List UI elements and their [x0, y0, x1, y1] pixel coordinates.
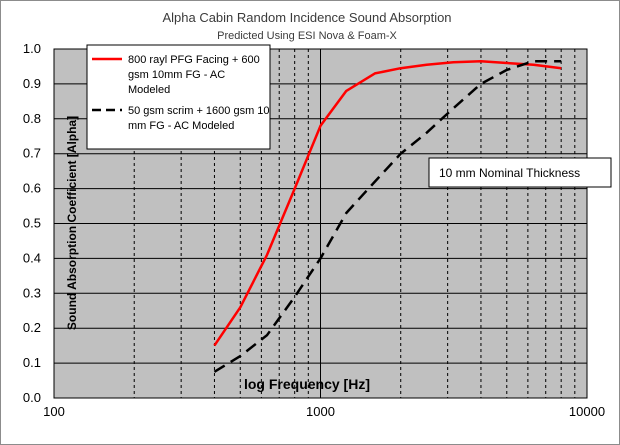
annotation: 10 mm Nominal Thickness [428, 157, 612, 188]
chart-title: Alpha Cabin Random Incidence Sound Absor… [162, 10, 451, 25]
series-line-2 [213, 59, 562, 373]
series-line-1 [213, 59, 562, 347]
y-tick-label: 1.0 [23, 41, 41, 56]
legend-entry-2-line-2: mm FG - AC Modeled [128, 120, 234, 132]
annotation-text: 10 mm Nominal Thickness [439, 166, 580, 180]
y-tick-label: 0.3 [23, 285, 41, 300]
series-layer [213, 59, 562, 373]
y-tick-label: 0.2 [23, 320, 41, 335]
annotation-box [428, 157, 612, 188]
legend-entry-2-line-1: 50 gsm scrim + 1600 gsm 10 [128, 105, 270, 117]
legend-entry-1-line-1: 800 rayl PFG Facing + 600 [128, 54, 260, 66]
x-tick-label: 1000 [306, 404, 335, 419]
x-axis-title: log Frequency [Hz] [244, 376, 370, 392]
x-tick-label: 10000 [569, 404, 605, 419]
y-tick-labels: 0.0 0.1 0.2 0.3 0.4 0.5 0.6 0.7 0.8 0.9 1.0 [23, 41, 41, 405]
y-tick-label: 0.0 [23, 390, 41, 405]
y-tick-label: 0.5 [23, 216, 41, 231]
legend-entry-1-line-2: gsm 10mm FG - AC [128, 69, 225, 81]
x-tick-labels: 100 1000 10000 [43, 404, 605, 419]
x-tick-label: 100 [43, 404, 65, 419]
legend: 800 rayl PFG Facing + 600 gsm 10mm FG - … [86, 44, 271, 150]
legend-box [86, 44, 271, 150]
y-tick-label: 0.7 [23, 146, 41, 161]
legend-entry-1-line-3: Modeled [128, 84, 170, 96]
y-tick-label: 0.6 [23, 181, 41, 196]
y-tick-label: 0.8 [23, 111, 41, 126]
chart-subtitle: Predicted Using ESI Nova & Foam-X [217, 30, 397, 42]
y-tick-label: 0.9 [23, 76, 41, 91]
y-axis-title: Sound Absorption Coefficient [Alpha] [65, 116, 79, 330]
y-tick-label: 0.4 [23, 250, 41, 265]
y-tick-label: 0.1 [23, 355, 41, 370]
